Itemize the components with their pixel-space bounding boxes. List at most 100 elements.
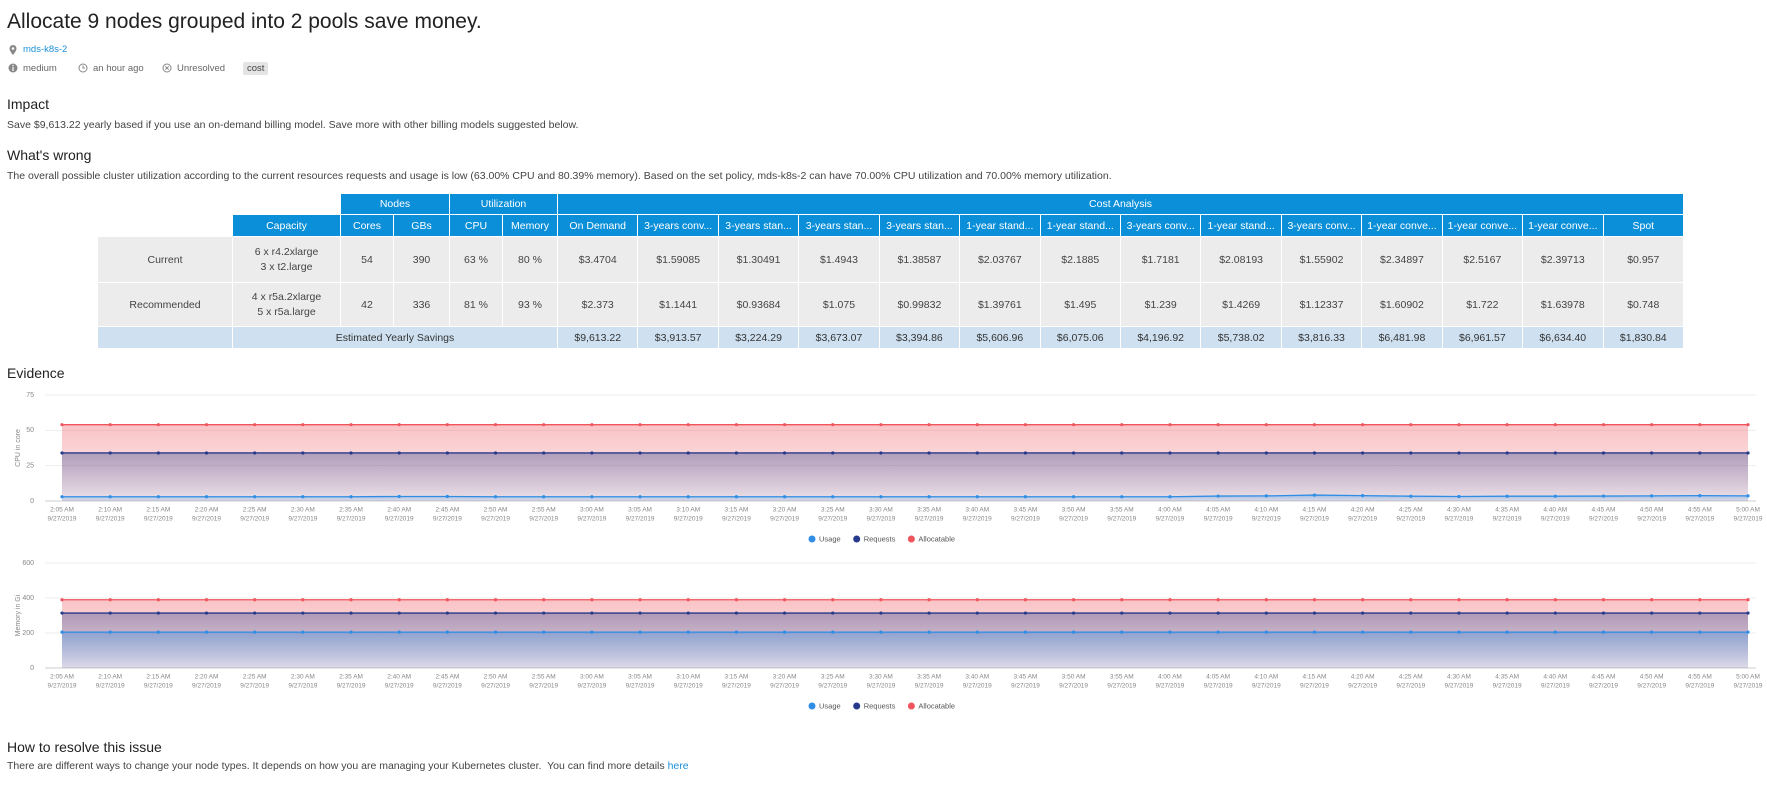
point	[253, 451, 257, 455]
x-tick-label: 2:35 AM	[339, 674, 363, 681]
x-tick-date: 9/27/2019	[1734, 516, 1763, 523]
x-tick-date: 9/27/2019	[48, 683, 77, 690]
x-tick-label: 3:30 AM	[869, 674, 893, 681]
legend-swatch	[907, 535, 915, 543]
cell: $2.39713	[1522, 236, 1604, 283]
point	[975, 630, 979, 634]
point	[734, 611, 739, 615]
point	[493, 423, 498, 427]
cell: 336	[392, 282, 451, 327]
cell: $1.12337	[1280, 282, 1363, 327]
point	[1698, 423, 1702, 427]
point	[638, 611, 642, 615]
x-tick-date: 9/27/2019	[722, 516, 751, 523]
cell: $1.30491	[717, 236, 800, 283]
cell: $0.93684	[717, 282, 800, 327]
area	[62, 632, 1748, 668]
cell: 42	[340, 282, 394, 327]
cell: $1.722	[1441, 282, 1524, 327]
x-tick-date: 9/27/2019	[770, 516, 799, 523]
column-header: 1-year conve...	[1361, 214, 1443, 237]
x-tick-date: 9/27/2019	[48, 516, 77, 523]
point	[1072, 598, 1076, 602]
x-tick-date: 9/27/2019	[1252, 516, 1281, 523]
savings-value: $1,830.84	[1602, 326, 1685, 349]
column-header: 1-year stand...	[1200, 214, 1282, 237]
cell: 93 %	[502, 282, 559, 327]
point	[60, 451, 64, 455]
point	[1409, 423, 1413, 427]
x-tick-label: 3:55 AM	[1110, 507, 1134, 514]
x-tick-label: 2:45 AM	[435, 674, 459, 681]
point	[493, 451, 498, 455]
y-tick-label: 0	[30, 498, 34, 505]
point	[397, 598, 401, 602]
cell: $1.60902	[1361, 282, 1443, 327]
x-tick-label: 3:30 AM	[869, 507, 893, 514]
legend-swatch	[907, 702, 915, 710]
resolve-link[interactable]: here	[667, 760, 689, 772]
savings-value: $6,634.40	[1522, 326, 1604, 349]
group-header: Nodes	[339, 193, 451, 215]
point	[975, 423, 979, 427]
x-tick-label: 4:00 AM	[1158, 507, 1182, 514]
point	[1312, 598, 1317, 602]
legend-label: Requests	[864, 701, 896, 710]
point	[1650, 630, 1654, 634]
point	[590, 451, 594, 455]
x-tick-label: 2:25 AM	[243, 507, 267, 514]
column-header: 3-years conv...	[1119, 214, 1202, 237]
point	[60, 423, 64, 427]
x-tick-label: 3:45 AM	[1013, 674, 1037, 681]
cell: $2.08193	[1200, 236, 1282, 283]
x-tick-date: 9/27/2019	[1348, 516, 1377, 523]
point	[397, 630, 401, 634]
point	[1264, 630, 1268, 634]
point	[108, 598, 112, 602]
legend-swatch	[808, 535, 816, 543]
point	[927, 611, 931, 615]
column-header: Spot	[1602, 214, 1685, 237]
x-tick-date: 9/27/2019	[1541, 683, 1570, 690]
x-tick-date: 9/27/2019	[577, 683, 606, 690]
point	[301, 423, 305, 427]
x-tick-date: 9/27/2019	[626, 516, 655, 523]
point	[1505, 494, 1509, 498]
point	[1650, 451, 1654, 455]
column-header: Cores	[340, 214, 394, 237]
x-tick-date: 9/27/2019	[1300, 516, 1329, 523]
legend-swatch	[853, 535, 861, 543]
point	[1312, 451, 1317, 455]
x-tick-date: 9/27/2019	[1637, 516, 1666, 523]
cell: $1.239	[1119, 282, 1202, 327]
point	[831, 423, 835, 427]
column-header: CPU	[449, 214, 504, 237]
x-tick-label: 3:35 AM	[917, 674, 941, 681]
point	[782, 630, 787, 634]
point	[1264, 598, 1268, 602]
point	[1505, 598, 1509, 602]
x-tick-date: 9/27/2019	[722, 683, 751, 690]
x-tick-date: 9/27/2019	[1589, 683, 1618, 690]
cell: $1.63978	[1522, 282, 1604, 327]
point	[590, 495, 594, 499]
cluster-link[interactable]: mds-k8s-2	[23, 44, 68, 55]
group-row: Nodes Utilization Cost Analysis	[97, 193, 1685, 215]
y-tick-label: 400	[22, 595, 34, 602]
point	[1457, 630, 1461, 634]
point	[445, 598, 449, 602]
point	[1650, 611, 1654, 615]
savings-value: $6,481.98	[1361, 326, 1443, 349]
x-tick-label: 4:05 AM	[1206, 674, 1230, 681]
point	[1505, 611, 1509, 615]
x-tick-label: 4:00 AM	[1158, 674, 1182, 681]
point	[1746, 598, 1750, 602]
point	[1746, 611, 1750, 615]
x-tick-label: 2:20 AM	[195, 507, 219, 514]
point	[253, 598, 257, 602]
point	[108, 611, 112, 615]
point	[1601, 494, 1606, 498]
point	[301, 598, 305, 602]
point	[686, 611, 690, 615]
